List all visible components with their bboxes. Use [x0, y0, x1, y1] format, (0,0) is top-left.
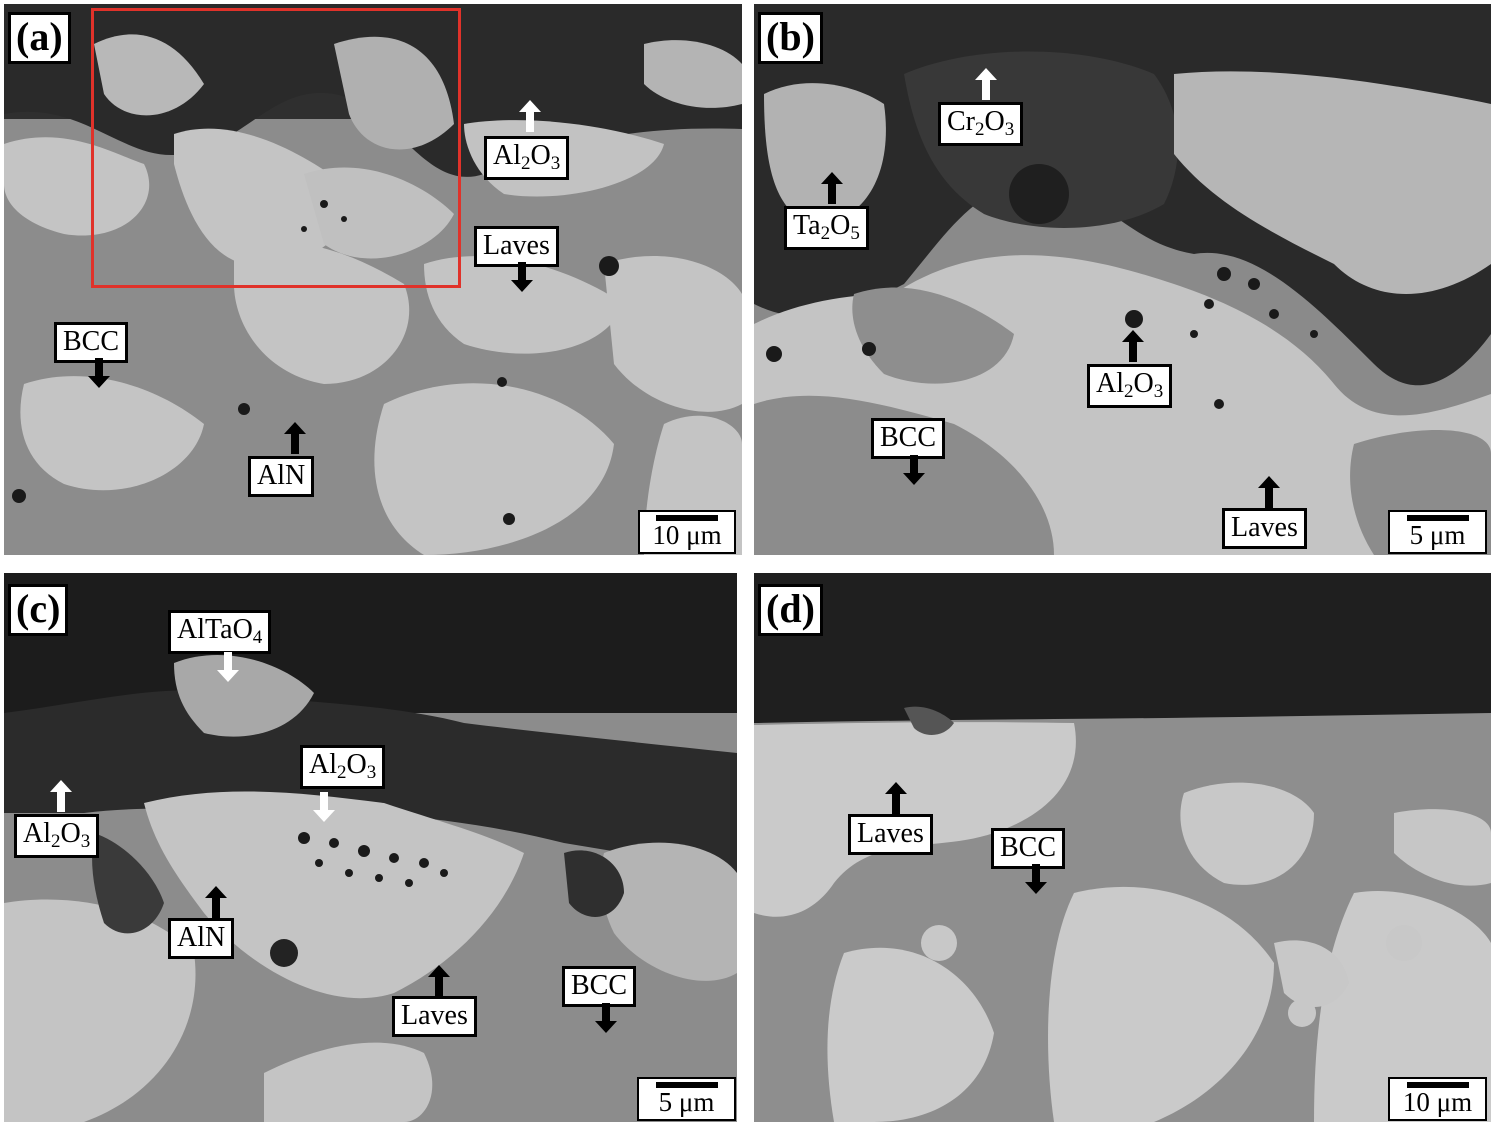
arrow-up-icon	[1122, 330, 1144, 362]
panel-label-b: (b)	[758, 12, 823, 64]
panel-b	[754, 4, 1491, 555]
arrow-up-icon	[821, 172, 843, 204]
label-laves-c: Laves	[392, 996, 477, 1037]
region-of-interest-box	[91, 8, 461, 288]
scale-bar-a: 10 μm	[638, 510, 736, 554]
arrow-down-icon	[88, 358, 110, 388]
micrograph-c	[4, 573, 737, 1122]
arrow-up-icon	[1258, 476, 1280, 508]
label-bcc-b: BCC	[871, 418, 946, 459]
label-cr2o3-b: Cr2O3	[938, 102, 1024, 146]
label-laves-b: Laves	[1222, 508, 1307, 549]
arrow-down-icon	[217, 652, 239, 682]
arrow-up-icon	[205, 886, 227, 918]
arrow-down-icon	[903, 455, 925, 485]
arrow-down-icon	[313, 792, 335, 822]
arrow-up-icon	[428, 965, 450, 997]
label-ta2o5-b: Ta2O5	[784, 206, 869, 250]
label-al2o3-c-center: Al2O3	[300, 745, 386, 789]
micrograph-a	[4, 4, 742, 555]
label-aln-c: AlN	[168, 918, 235, 959]
panel-a	[4, 4, 742, 555]
label-altao4-c: AlTaO4	[168, 610, 272, 654]
panel-label-d: (d)	[758, 584, 823, 636]
arrow-up-icon	[885, 782, 907, 814]
arrow-down-icon	[1025, 864, 1047, 894]
scale-bar-b: 5 μm	[1388, 510, 1487, 554]
label-aln-a: AlN	[248, 456, 315, 497]
label-laves-a: Laves	[474, 226, 559, 267]
label-laves-d: Laves	[848, 814, 933, 855]
label-bcc-c: BCC	[562, 966, 637, 1007]
scale-bar-d: 10 μm	[1388, 1077, 1487, 1121]
label-al2o3-b: Al2O3	[1087, 364, 1173, 408]
label-bcc-a: BCC	[54, 322, 129, 363]
arrow-up-icon	[284, 422, 306, 454]
micrograph-b	[754, 4, 1491, 555]
arrow-up-icon	[975, 68, 997, 100]
scale-bar-c: 5 μm	[637, 1077, 736, 1121]
label-al2o3-a: Al2O3	[484, 136, 570, 180]
panel-c	[4, 573, 737, 1122]
arrow-down-icon	[511, 262, 533, 292]
arrow-up-icon	[50, 780, 72, 812]
panel-label-c: (c)	[8, 584, 69, 636]
arrow-up-icon	[519, 100, 541, 132]
label-bcc-d: BCC	[991, 828, 1066, 869]
label-al2o3-c-left: Al2O3	[14, 814, 100, 858]
panel-label-a: (a)	[8, 12, 71, 64]
arrow-down-icon	[595, 1003, 617, 1033]
